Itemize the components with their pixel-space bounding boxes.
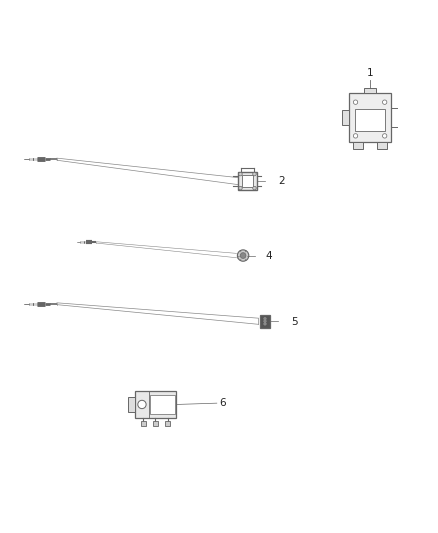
Text: 6: 6 bbox=[219, 398, 226, 408]
Bar bbox=[364, 88, 376, 93]
Circle shape bbox=[382, 134, 387, 138]
Bar bbox=[350, 93, 391, 142]
Text: 5: 5 bbox=[291, 317, 298, 327]
Bar bbox=[153, 421, 158, 426]
Circle shape bbox=[237, 250, 249, 261]
Text: 4: 4 bbox=[265, 251, 272, 261]
Circle shape bbox=[253, 172, 256, 176]
Bar bbox=[135, 391, 176, 418]
Bar bbox=[141, 421, 145, 426]
Circle shape bbox=[239, 172, 242, 176]
Circle shape bbox=[264, 317, 266, 320]
Bar bbox=[342, 110, 350, 125]
Bar bbox=[355, 109, 385, 131]
Bar bbox=[151, 395, 175, 414]
Circle shape bbox=[353, 100, 358, 104]
Circle shape bbox=[382, 100, 387, 104]
Circle shape bbox=[240, 253, 246, 259]
Bar bbox=[242, 175, 253, 187]
Bar bbox=[128, 397, 135, 413]
Circle shape bbox=[253, 187, 256, 190]
Circle shape bbox=[239, 187, 242, 190]
Text: 1: 1 bbox=[367, 68, 374, 78]
Bar bbox=[238, 172, 257, 190]
Circle shape bbox=[264, 322, 266, 325]
Bar bbox=[353, 142, 364, 149]
Circle shape bbox=[264, 320, 266, 322]
Bar bbox=[260, 314, 270, 328]
Circle shape bbox=[138, 400, 146, 409]
Circle shape bbox=[353, 134, 358, 138]
Bar bbox=[377, 142, 387, 149]
Bar bbox=[166, 421, 170, 426]
Text: 2: 2 bbox=[278, 176, 285, 186]
